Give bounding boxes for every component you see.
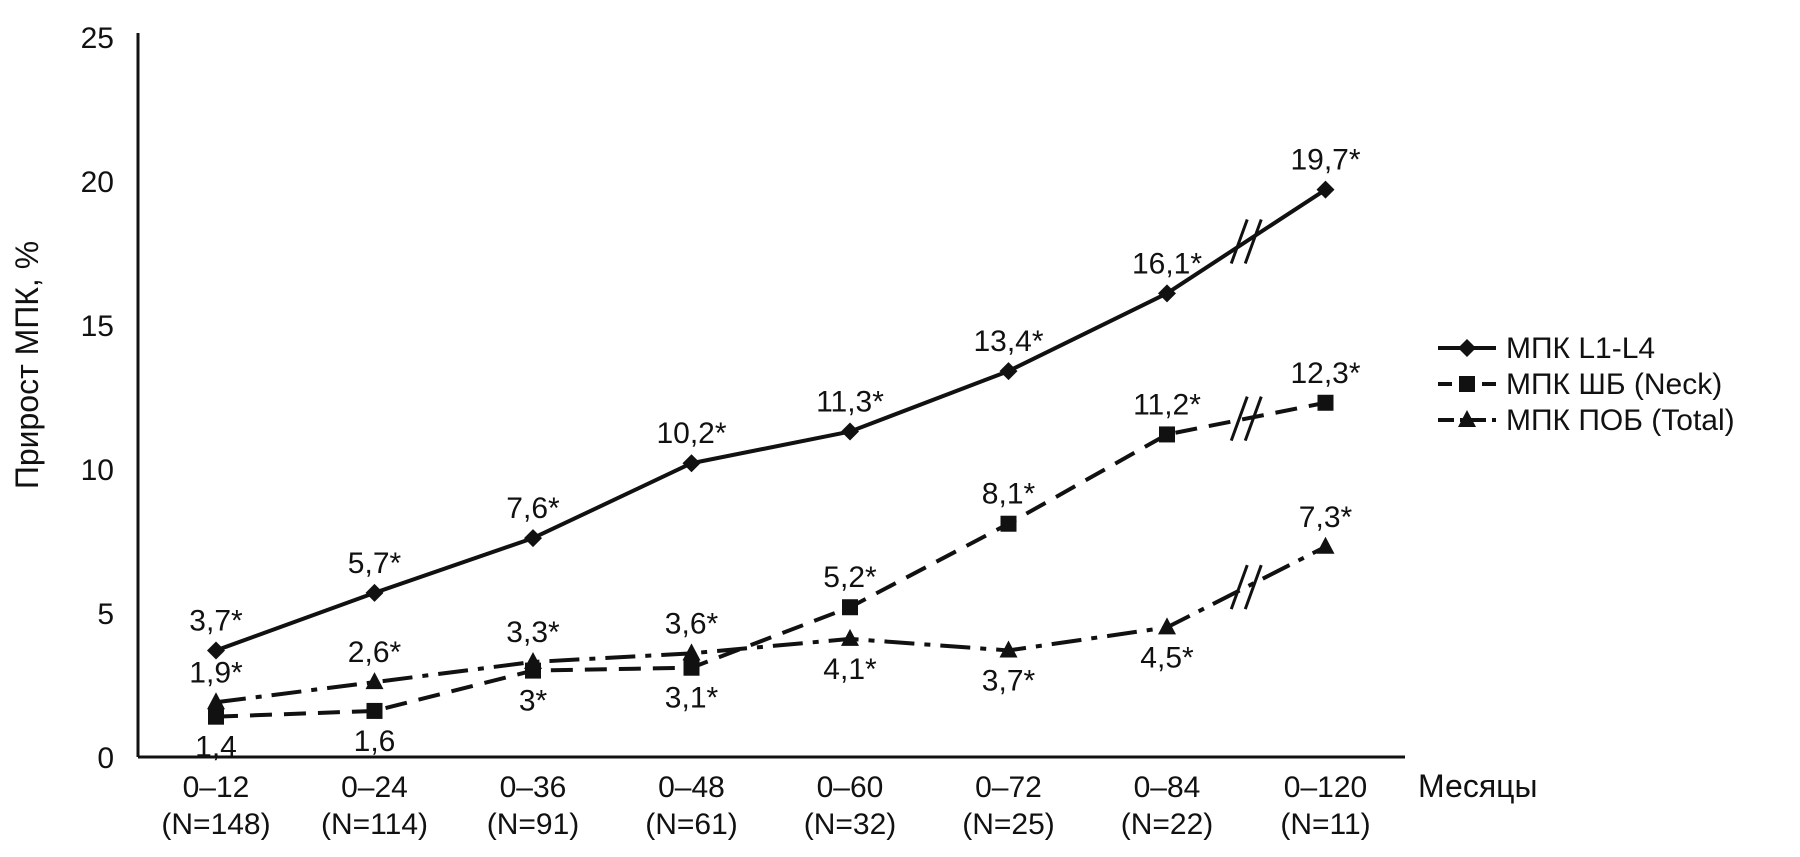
data-point — [999, 362, 1018, 381]
legend-label: МПК ПОБ (Total) — [1506, 404, 1735, 437]
x-tick-label: 0–12 — [183, 771, 250, 804]
data-label: 10,2* — [656, 417, 726, 450]
data-label: 3,7* — [189, 604, 243, 637]
y-axis-title: Прирост МПК, % — [9, 241, 45, 489]
x-tick-sample-size: (N=25) — [962, 808, 1055, 841]
data-point — [842, 599, 858, 616]
x-tick-sample-size: (N=32) — [804, 808, 897, 841]
data-point — [1158, 284, 1176, 303]
data-label: 19,7* — [1290, 144, 1360, 177]
data-point — [365, 672, 384, 690]
data-point — [1316, 536, 1335, 554]
legend-label: МПК L1-L4 — [1506, 332, 1655, 365]
x-tick-label: 0–24 — [341, 771, 408, 804]
data-label: 1,9* — [189, 656, 243, 689]
series-layer — [207, 180, 1335, 725]
data-labels: 3,7* 5,7* 7,6* 10,2* 11,3* 13,4* 16,1* 19,7* 1,4… — [189, 144, 1361, 764]
data-point — [999, 640, 1018, 658]
y-tick-label: 5 — [97, 598, 114, 631]
series-3 — [207, 536, 1335, 710]
legend-marker — [1458, 339, 1476, 357]
data-label: 3,3* — [506, 616, 560, 649]
x-tick-label: 0–48 — [658, 771, 725, 804]
y-tick-label: 0 — [97, 742, 114, 775]
data-point — [207, 692, 225, 710]
x-tick-label: 0–36 — [500, 771, 567, 804]
data-point — [1159, 426, 1175, 443]
data-label: 16,1* — [1132, 247, 1202, 280]
data-label: 5,7* — [348, 547, 402, 580]
data-point — [683, 659, 700, 676]
axis-break-mark — [1243, 218, 1263, 264]
x-tick-sample-size: (N=114) — [321, 808, 428, 841]
x-tick-sample-size: (N=11) — [1280, 808, 1370, 841]
data-point — [524, 651, 542, 669]
series-line — [215, 187, 1327, 653]
x-tick-label: 0–72 — [975, 771, 1042, 804]
data-label: 3,1* — [665, 682, 719, 715]
data-label: 3,7* — [982, 664, 1036, 697]
y-tick-label: 10 — [81, 454, 114, 487]
legend-marker — [1459, 376, 1475, 392]
series-2 — [208, 394, 1334, 725]
x-tick-sample-size: (N=148) — [161, 808, 270, 841]
data-label: 12,3* — [1290, 357, 1360, 390]
data-label: 11,2* — [1133, 388, 1201, 421]
series-line — [215, 400, 1326, 719]
x-tick-sample-size: (N=22) — [1121, 808, 1214, 841]
axis-break-mark — [1229, 218, 1249, 264]
data-point — [1317, 394, 1334, 411]
legend-marker — [1458, 410, 1476, 427]
series-1 — [207, 180, 1335, 660]
data-point — [365, 583, 384, 602]
data-label: 4,5* — [1140, 641, 1194, 674]
data-label: 1,4 — [195, 731, 237, 764]
data-label: 11,3* — [816, 386, 884, 419]
data-point — [207, 641, 225, 660]
x-tick-label: 0–84 — [1134, 771, 1201, 804]
x-tick-sample-size: (N=91) — [487, 808, 580, 841]
data-point — [682, 643, 701, 661]
data-label: 5,2* — [823, 561, 877, 594]
data-point — [841, 628, 859, 646]
data-label: 3,6* — [665, 607, 719, 640]
data-point — [682, 454, 701, 473]
data-label: 1,6 — [354, 725, 396, 758]
axis-break-mark — [1229, 564, 1249, 610]
data-label: 3* — [519, 685, 548, 718]
x-tick-label: 0–60 — [817, 771, 884, 804]
axis-break-mark — [1229, 396, 1249, 442]
x-tick-sample-size: (N=61) — [645, 808, 738, 841]
data-point — [1158, 617, 1176, 635]
data-label: 13,4* — [973, 325, 1043, 358]
data-point — [1000, 515, 1017, 532]
data-point — [841, 422, 859, 441]
data-label: 7,6* — [506, 492, 560, 525]
data-point — [366, 702, 383, 719]
data-label: 7,3* — [1299, 501, 1353, 534]
data-point — [1316, 180, 1335, 199]
data-point — [208, 708, 224, 725]
data-label: 8,1* — [982, 478, 1036, 511]
data-point — [524, 529, 542, 548]
axes: 0 5 10 15 20 25 0–12 (N=148) 0–24 (N=114) 0–36 (N=9… — [81, 22, 1405, 841]
axis-break-mark — [1243, 564, 1263, 610]
y-tick-label: 15 — [81, 310, 114, 343]
axis-break-mark — [1243, 396, 1263, 442]
x-tick-label: 0–120 — [1284, 771, 1367, 804]
legend-label: МПК ШБ (Neck) — [1506, 368, 1722, 401]
data-label: 4,1* — [823, 653, 877, 686]
y-tick-label: 20 — [81, 166, 114, 199]
x-axis-title: Месяцы — [1418, 768, 1537, 804]
y-tick-label: 25 — [81, 22, 114, 55]
data-label: 2,6* — [348, 636, 402, 669]
series-line — [215, 544, 1327, 705]
